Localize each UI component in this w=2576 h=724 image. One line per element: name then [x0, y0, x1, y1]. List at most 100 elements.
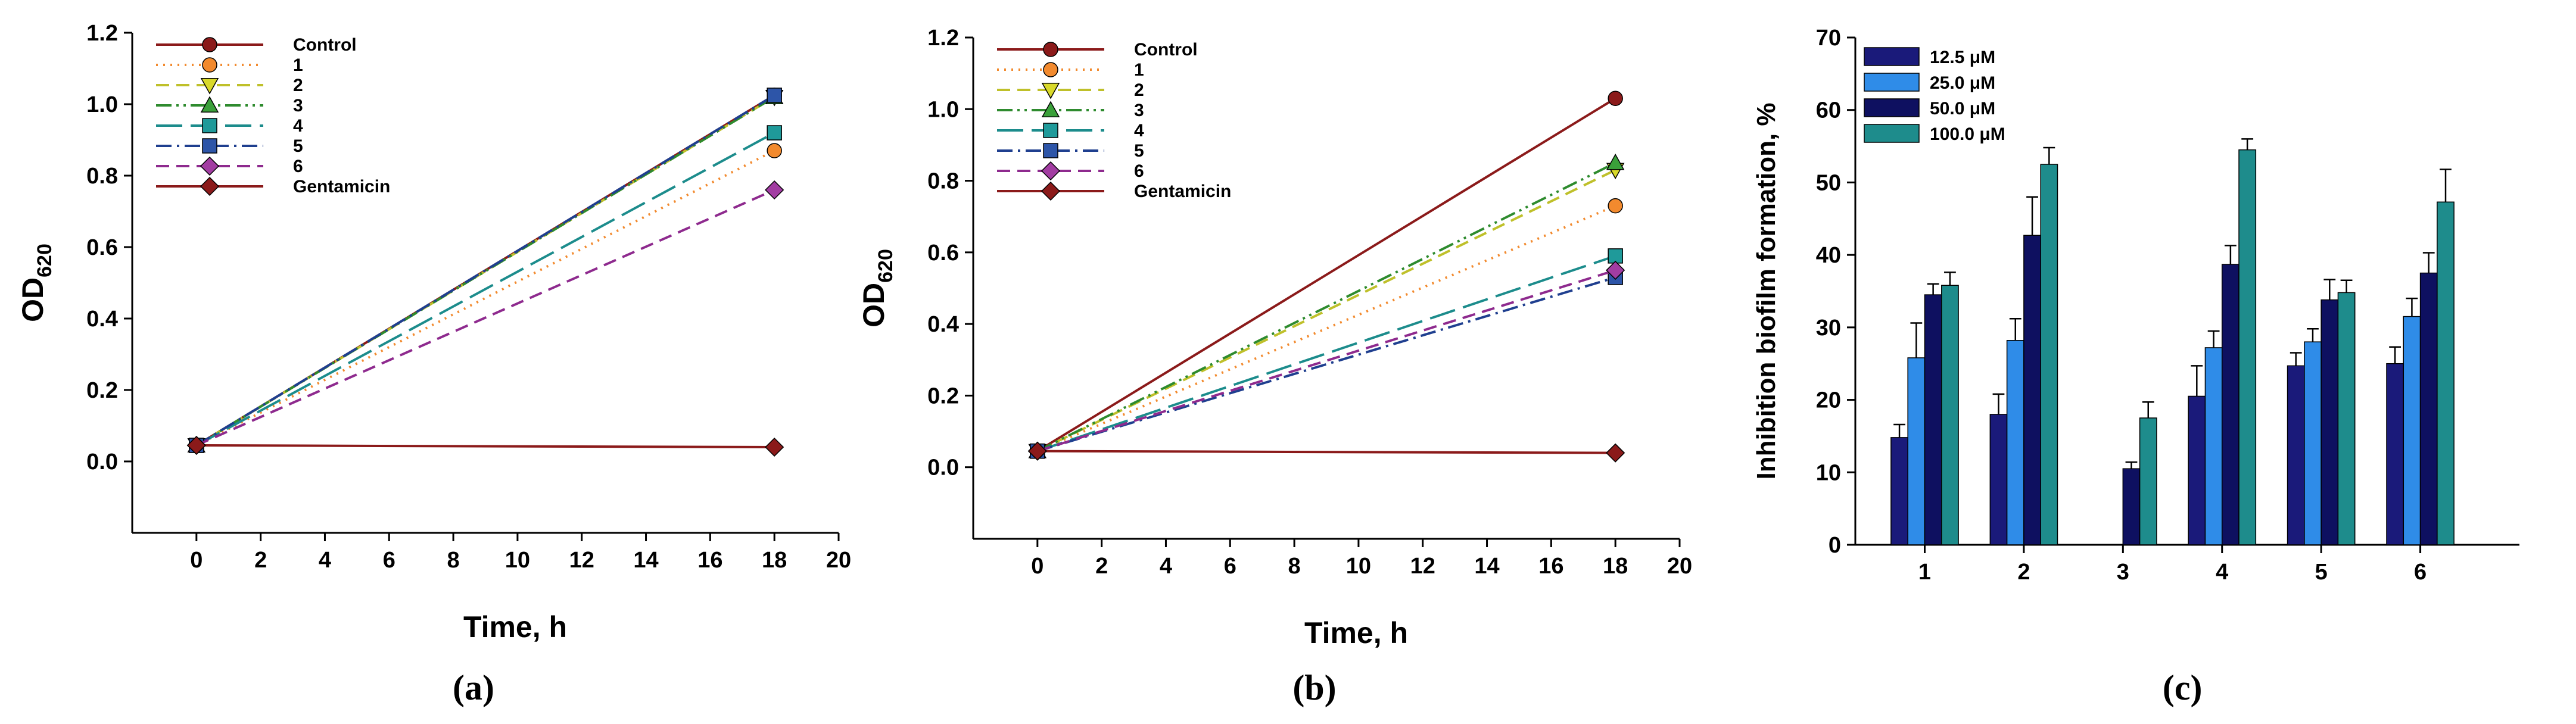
legend-label: Gentamicin [1134, 182, 1231, 201]
x-tick-label: 8 [447, 548, 460, 573]
series-1 [189, 143, 782, 453]
legend-label: 2 [1134, 80, 1144, 100]
series-control [189, 88, 782, 453]
legend-marker [200, 96, 219, 113]
series-line [1037, 276, 1616, 453]
legend-marker [1041, 161, 1061, 181]
legend-label: 6 [293, 157, 303, 176]
legend-item: 5 [997, 141, 1144, 161]
x-axis-title: Time, h [463, 610, 567, 644]
bar [1890, 437, 1908, 545]
legend-label: 50.0 μM [1930, 99, 1995, 118]
legend-marker [200, 78, 219, 95]
legend: 12.5 μM 25.0 μM 50.0 μM 100.0 μM [1864, 47, 2005, 144]
data-point [767, 143, 782, 158]
legend-marker [202, 57, 217, 73]
legend-item: 3 [156, 96, 303, 116]
y-tick-label: 50 [1816, 170, 1841, 195]
bar [2006, 340, 2024, 545]
legend-item: 12.5 μM [1864, 47, 1995, 67]
legend-item: Gentamicin [156, 176, 390, 196]
legend-label: 5 [293, 136, 303, 156]
x-tick-label: 12 [1410, 554, 1435, 579]
bar [2122, 468, 2141, 545]
series-line [1036, 97, 1616, 453]
bar [2437, 201, 2454, 545]
legend-label: Gentamicin [293, 177, 390, 196]
panel-b-chart: 0.00.20.40.60.81.01.20 2 4 6 8 10 12 14 16 18 20Ti… [857, 26, 1692, 707]
x-tick-label: 18 [762, 548, 787, 573]
y-tick-label: 70 [1816, 26, 1841, 51]
x-tick-label: 2 [1095, 554, 1108, 579]
legend-label: 12.5 μM [1930, 48, 1995, 67]
series-6 [186, 180, 784, 455]
y-tick-label: 0.4 [927, 312, 959, 337]
bar [1907, 357, 1926, 545]
y-tick-label: 1.2 [927, 26, 959, 51]
bar [2320, 299, 2339, 545]
legend-item: 4 [997, 121, 1144, 141]
bar [2221, 264, 2239, 545]
x-tick-label: 4 [2216, 560, 2228, 585]
y-tick-label: 10 [1816, 460, 1841, 485]
legend-item: 6 [997, 161, 1144, 181]
series-line [1036, 168, 1616, 453]
panel-label: (c) [2163, 668, 2203, 707]
x-tick-label: 14 [1474, 554, 1499, 579]
legend-label: 5 [1134, 141, 1144, 161]
x-tick-label: 1 [1918, 560, 1931, 585]
data-point [186, 435, 206, 455]
x-axis-title: Time, h [1304, 616, 1408, 650]
legend-label: Control [1134, 40, 1198, 60]
data-point [1608, 198, 1623, 214]
legend-label: 6 [1134, 161, 1144, 181]
legend-item: 3 [997, 101, 1144, 120]
series-line [195, 149, 775, 447]
x-tick-label: 4 [319, 548, 331, 573]
series-line [196, 189, 775, 447]
y-tick-label: 40 [1816, 243, 1841, 268]
legend-marker [1043, 42, 1058, 57]
y-tick-label: 0.6 [927, 241, 959, 266]
y-tick-label: 0.4 [86, 307, 118, 332]
legend-marker [1041, 101, 1060, 117]
legend-label: Control [293, 35, 357, 55]
y-tick-label: 0.8 [927, 169, 959, 194]
legend-marker [202, 37, 217, 52]
legend-label: 3 [1134, 101, 1144, 120]
y-tick-label: 1.0 [86, 92, 118, 117]
y-tick-label: 20 [1816, 388, 1841, 413]
data-point [1606, 153, 1625, 170]
series-gentamicin [186, 435, 784, 457]
legend-marker [202, 118, 217, 133]
series-line [195, 132, 775, 447]
series-line [1037, 269, 1616, 453]
legend-item: 2 [156, 76, 303, 95]
data-point [1027, 441, 1047, 461]
series-line [1037, 254, 1616, 453]
x-tick-label: 18 [1603, 554, 1628, 579]
legend-swatch [1864, 124, 1920, 143]
data-point [1606, 443, 1625, 463]
bar [2419, 272, 2438, 545]
bar [2204, 347, 2223, 545]
x-tick-label: 0 [190, 548, 203, 573]
y-tick-label: 0 [1829, 533, 1841, 558]
legend-label: 4 [1134, 121, 1144, 141]
legend-marker [200, 156, 220, 176]
y-axis-title: OD620 [16, 244, 56, 322]
series-line [1037, 204, 1616, 453]
legend-item: 25.0 μM [1864, 73, 1995, 93]
legend-swatch [1864, 73, 1920, 92]
bar [2403, 316, 2421, 545]
legend-swatch [1864, 98, 1920, 117]
data-point [767, 88, 782, 103]
series-line [195, 96, 775, 447]
x-tick-label: 0 [1031, 554, 1044, 579]
legend-marker [1043, 62, 1058, 77]
legend-item: Gentamicin [997, 181, 1231, 201]
bar [2040, 164, 2058, 545]
legend-item: 6 [156, 156, 303, 176]
x-tick-label: 2 [2017, 560, 2030, 585]
legend-marker [1043, 143, 1058, 158]
